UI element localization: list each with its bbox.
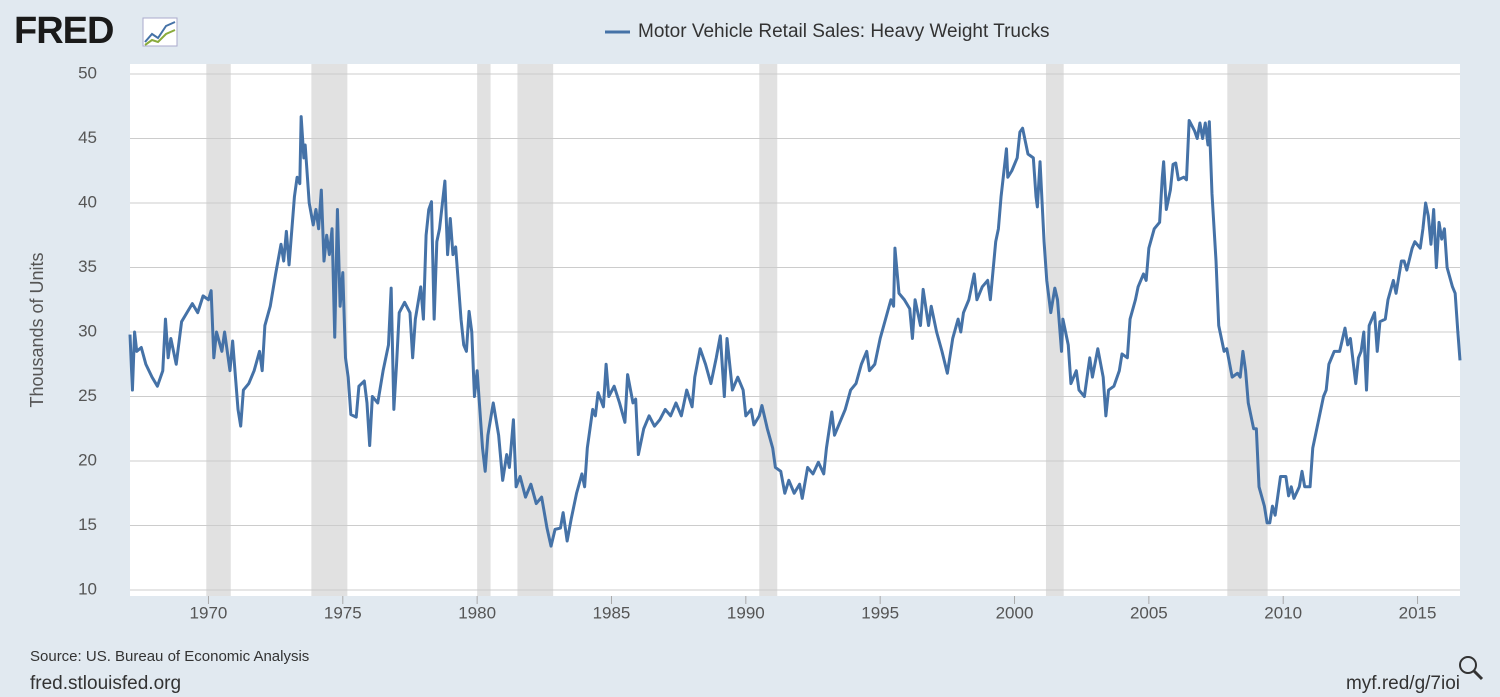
y-tick-label: 25 — [78, 386, 97, 405]
x-tick-label: 1995 — [861, 603, 899, 622]
recession-band — [206, 64, 231, 596]
x-tick-label: 1970 — [190, 603, 228, 622]
logo-icon — [142, 17, 178, 47]
y-tick-label: 35 — [78, 257, 97, 276]
short-link: myf.red/g/7ioi — [1346, 673, 1460, 694]
recession-band — [1227, 64, 1268, 596]
y-tick-label: 40 — [78, 192, 97, 211]
x-tick-label: 1975 — [324, 603, 362, 622]
recession-band — [477, 64, 491, 596]
y-tick-label: 15 — [78, 515, 97, 534]
x-tick-label: 1985 — [593, 603, 631, 622]
x-tick-label: 2010 — [1264, 603, 1302, 622]
y-tick-label: 45 — [78, 128, 97, 147]
y-tick-label: 10 — [78, 579, 97, 598]
recession-band — [311, 64, 348, 596]
x-tick-label: 2015 — [1399, 603, 1437, 622]
x-tick-label: 1980 — [458, 603, 496, 622]
site-link: fred.stlouisfed.org — [30, 673, 181, 694]
x-tick-label: 1990 — [727, 603, 765, 622]
x-tick-label: 2005 — [1130, 603, 1168, 622]
source: Source: US. Bureau of Economic Analysis — [30, 648, 309, 665]
legend-label: Motor Vehicle Retail Sales: Heavy Weight… — [638, 21, 1050, 42]
recession-band — [517, 64, 554, 596]
y-tick-label: 50 — [78, 63, 97, 82]
y-tick-label: 30 — [78, 321, 97, 340]
y-axis-label: Thousands of Units — [27, 252, 47, 407]
data-line — [128, 115, 1462, 548]
x-tick-label: 2000 — [996, 603, 1034, 622]
zoom-icon[interactable] — [1459, 656, 1484, 681]
recession-band — [1045, 64, 1064, 596]
y-tick-label: 20 — [78, 450, 97, 469]
recession-band — [759, 64, 778, 596]
logo: FRED — [14, 10, 113, 52]
